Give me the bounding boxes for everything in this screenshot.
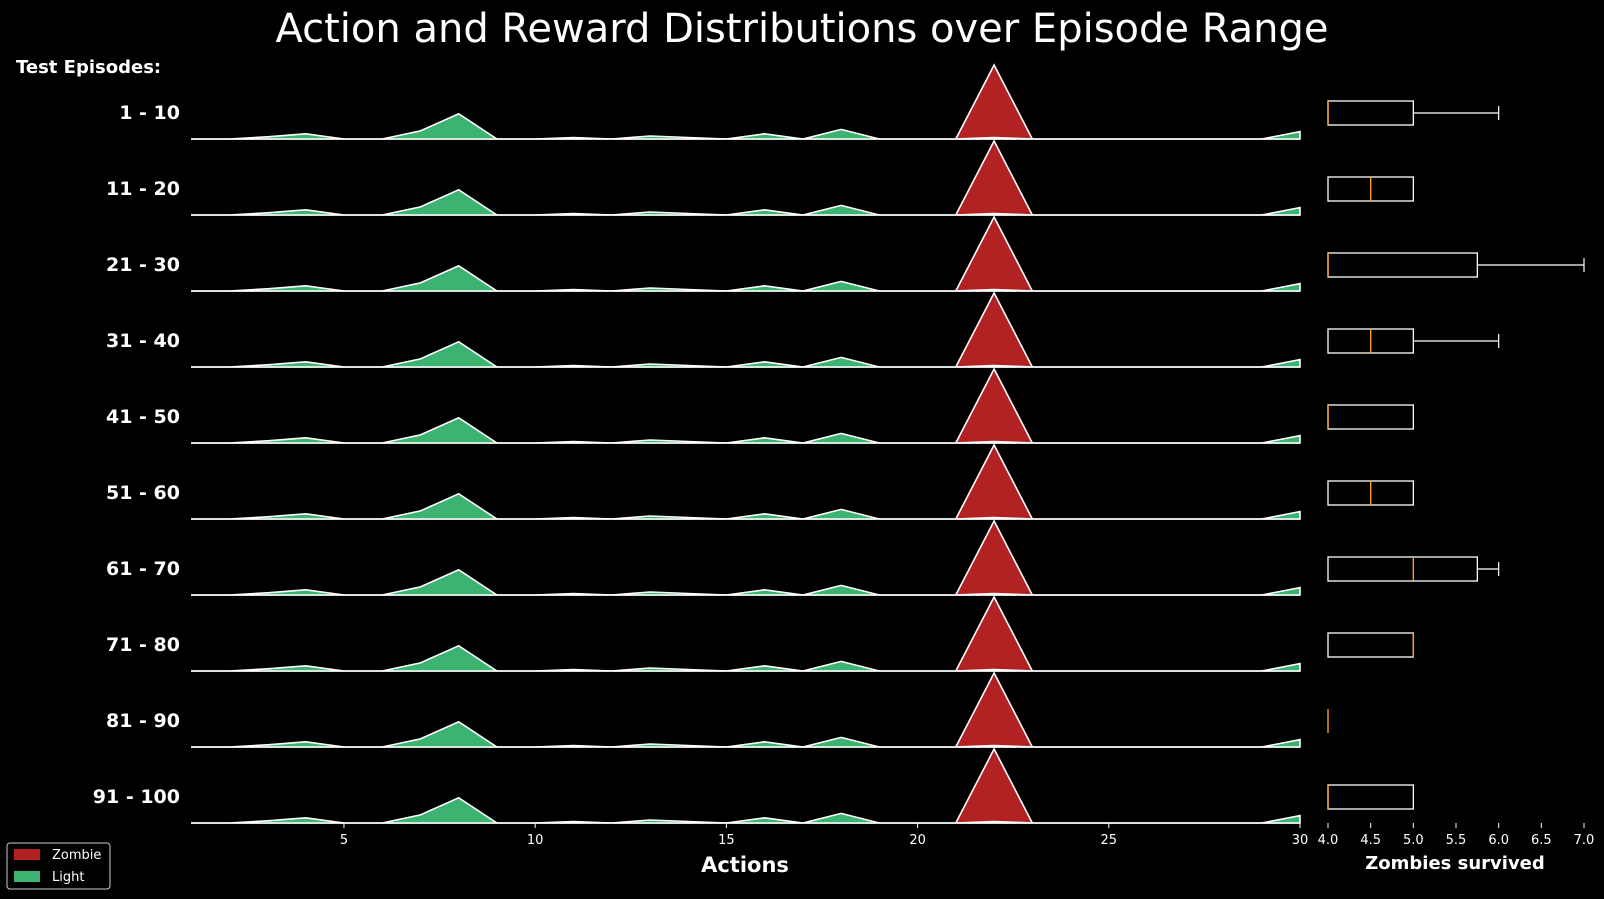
ridge-row: 41 - 50 (106, 367, 1301, 444)
light-area (191, 188, 1301, 216)
box-x-tick-label: 6.5 (1531, 833, 1552, 848)
box-x-tick-label: 5.0 (1403, 833, 1424, 848)
x-tick-label: 30 (1292, 833, 1309, 848)
box-plot-row (1327, 100, 1500, 126)
box-plot-row (1327, 632, 1415, 658)
legend-swatch-zombie (14, 849, 40, 860)
ridge-row: 21 - 30 (106, 215, 1301, 292)
zombies-axis-label: Zombies survived (1365, 853, 1545, 874)
light-area (191, 720, 1301, 748)
legend: Zombie Light (6, 842, 111, 890)
box-plot (1327, 100, 1585, 810)
light-area (191, 644, 1301, 672)
chart-title: Action and Reward Distributions over Epi… (275, 6, 1328, 52)
legend-swatch-light (14, 871, 40, 882)
box-plot-row (1327, 404, 1414, 430)
x-tick-label: 5 (340, 833, 348, 848)
row-label: 11 - 20 (106, 178, 180, 200)
light-area (191, 796, 1301, 824)
legend-label-zombie: Zombie (52, 848, 101, 863)
ridge-row: 31 - 40 (106, 291, 1301, 368)
box-plot-row (1327, 252, 1585, 278)
row-label: 61 - 70 (106, 558, 180, 580)
ridge-row: 71 - 80 (106, 595, 1301, 672)
ridge-row: 51 - 60 (106, 443, 1301, 520)
row-label: 71 - 80 (106, 634, 180, 656)
box-plot-row (1327, 556, 1500, 582)
ridge-row: 81 - 90 (106, 671, 1301, 748)
ridge-row: 91 - 100 (93, 747, 1301, 824)
box-iqr (1327, 556, 1478, 582)
box-plot-row (1327, 480, 1414, 506)
ridge-row: 61 - 70 (106, 519, 1301, 596)
light-area (191, 340, 1301, 368)
x-tick-label: 20 (909, 833, 926, 848)
light-area (191, 416, 1301, 444)
box-plot-row (1327, 176, 1414, 202)
x-tick-label: 25 (1101, 833, 1118, 848)
ridge-plot: 1 - 10 11 - 20 21 - 30 31 - 40 41 - 50 51 - 6… (93, 63, 1301, 824)
box-x-tick-label: 4.5 (1360, 833, 1381, 848)
row-header: Test Episodes: (16, 57, 161, 78)
light-area (191, 112, 1301, 140)
row-label: 81 - 90 (106, 710, 180, 732)
ridge-row: 11 - 20 (106, 139, 1301, 216)
row-label: 91 - 100 (93, 786, 180, 808)
box-x-tick-label: 7.0 (1574, 833, 1595, 848)
box-x-tick-label: 4.0 (1318, 833, 1339, 848)
light-area (191, 568, 1301, 596)
x-tick-label: 15 (718, 833, 735, 848)
row-label: 1 - 10 (119, 102, 180, 124)
actions-axis-label: Actions (701, 853, 789, 877)
box-x-tick-label: 5.5 (1446, 833, 1467, 848)
legend-label-light: Light (52, 870, 84, 885)
ridge-row: 1 - 10 (119, 63, 1301, 140)
x-tick-label: 10 (527, 833, 544, 848)
zombies-x-axis: 4.0 4.5 5.0 5.5 6.0 6.5 7.0 (1318, 823, 1595, 848)
row-label: 51 - 60 (106, 482, 180, 504)
row-label: 31 - 40 (106, 330, 180, 352)
box-plot-row (1327, 328, 1500, 354)
actions-x-axis: 5 10 15 20 25 30 (340, 823, 1308, 848)
row-label: 41 - 50 (106, 406, 180, 428)
row-label: 21 - 30 (106, 254, 180, 276)
box-plot-row (1327, 784, 1414, 810)
light-area (191, 492, 1301, 520)
box-x-tick-label: 6.0 (1488, 833, 1509, 848)
light-area (191, 264, 1301, 292)
